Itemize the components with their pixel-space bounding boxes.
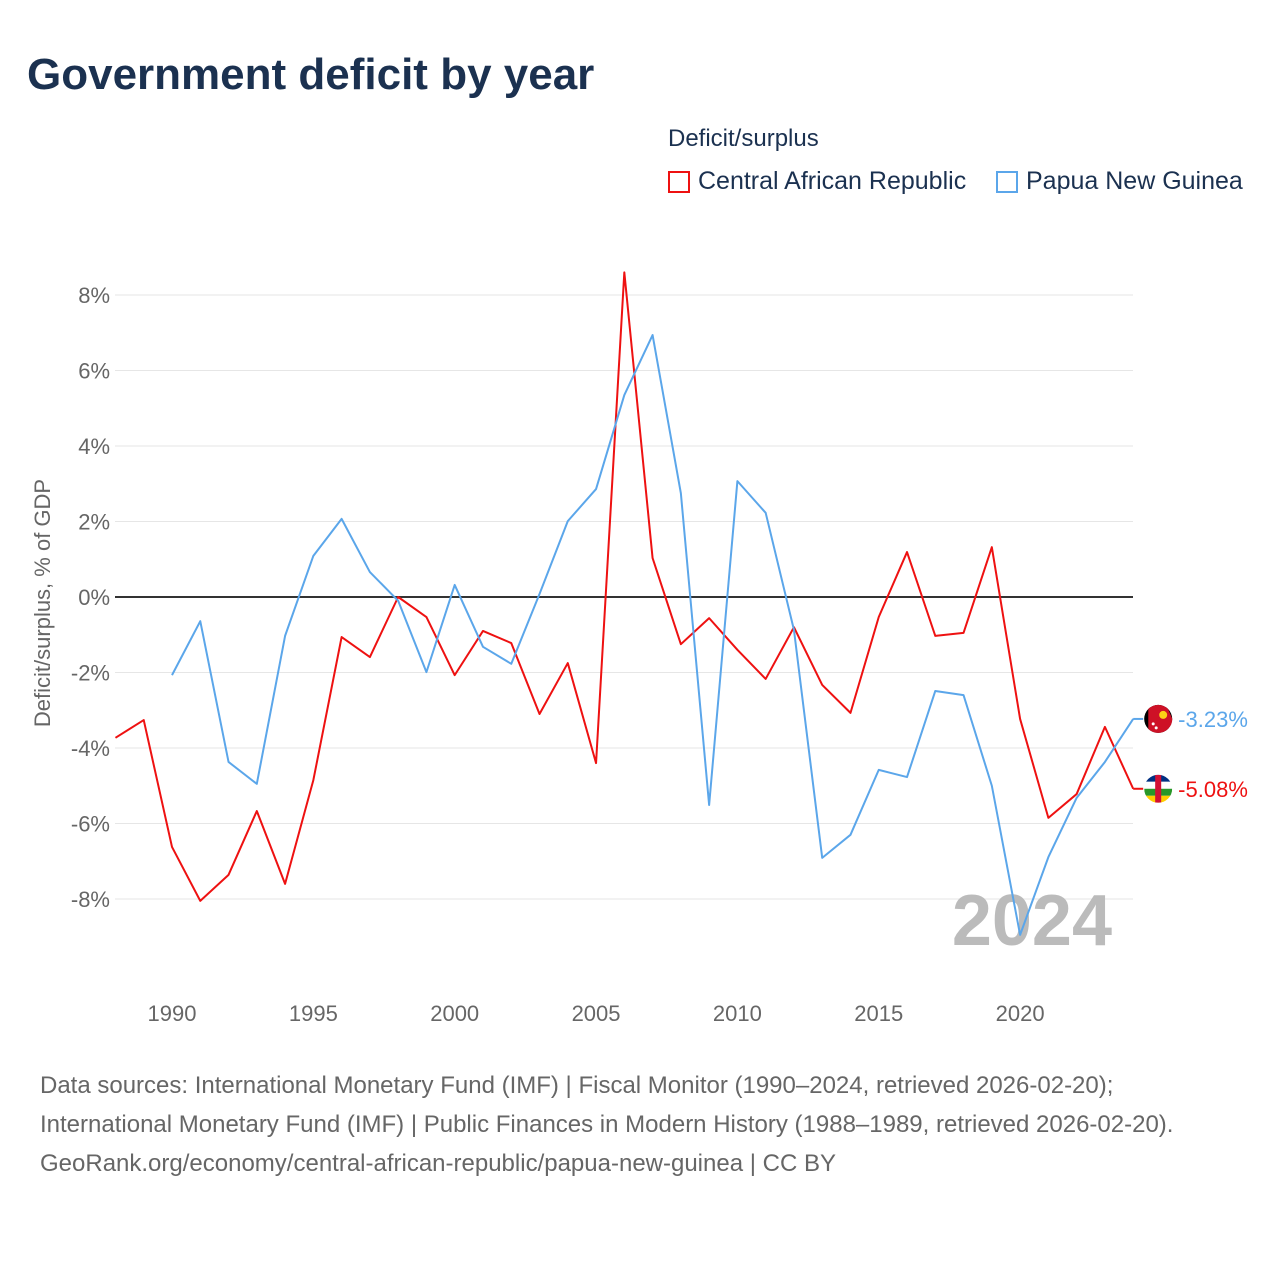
y-tick-label: 4% <box>78 434 110 459</box>
y-tick-label: -6% <box>71 812 110 837</box>
legend-title: Deficit/surplus <box>668 125 819 152</box>
caf-flag-icon <box>1155 774 1162 803</box>
x-tick-label: 1995 <box>289 1001 338 1026</box>
png-flag-star <box>1154 726 1158 730</box>
legend-swatch <box>996 170 1018 193</box>
png-flag-star <box>1151 722 1155 726</box>
x-tick-label: 2015 <box>854 1001 903 1026</box>
legend-label: Papua New Guinea <box>1026 167 1243 195</box>
y-tick-label: 8% <box>78 283 110 308</box>
legend-item-car[interactable]: Central African Republic <box>668 167 966 196</box>
y-tick-label: 0% <box>78 585 110 610</box>
source-link[interactable]: GeoRank.org/economy/central-african-repu… <box>40 1150 836 1177</box>
x-tick-label: 2010 <box>713 1001 762 1026</box>
png-flag-bird <box>1159 710 1168 719</box>
x-tick-label: 2000 <box>430 1001 479 1026</box>
x-tick-label: 2005 <box>572 1001 621 1026</box>
line-chart: 8% 6% 4% 2% 0% -2% -4% -6% -8% 1990 1995 2000 2005 20… <box>30 271 1248 1026</box>
x-tick-label: 1990 <box>148 1001 197 1026</box>
chart-title: Government deficit by year <box>27 50 595 99</box>
y-tick-label: 6% <box>78 359 110 384</box>
series-line-car <box>114 271 1135 902</box>
legend-label: Central African Republic <box>698 167 967 195</box>
footer: Data sources: International Monetary Fun… <box>40 1066 1240 1183</box>
legend-swatch <box>668 170 690 193</box>
y-tick-label: -4% <box>71 736 110 761</box>
year-watermark: 2024 <box>952 881 1112 961</box>
data-sources: Data sources: International Monetary Fun… <box>40 1072 1174 1138</box>
x-tick-label: 2020 <box>996 1001 1045 1026</box>
series-line-png <box>171 334 1135 936</box>
y-tick-label: -8% <box>71 887 110 912</box>
y-axis-label: Deficit/surplus, % of GDP <box>30 479 55 727</box>
legend-item-png[interactable]: Papua New Guinea <box>996 167 1243 196</box>
y-tick-label: -2% <box>71 661 110 686</box>
png-flag-red <box>1148 704 1173 733</box>
end-value-label: -5.08% <box>1178 777 1248 802</box>
end-value-label: -3.23% <box>1178 707 1248 732</box>
y-tick-label: 2% <box>78 510 110 535</box>
